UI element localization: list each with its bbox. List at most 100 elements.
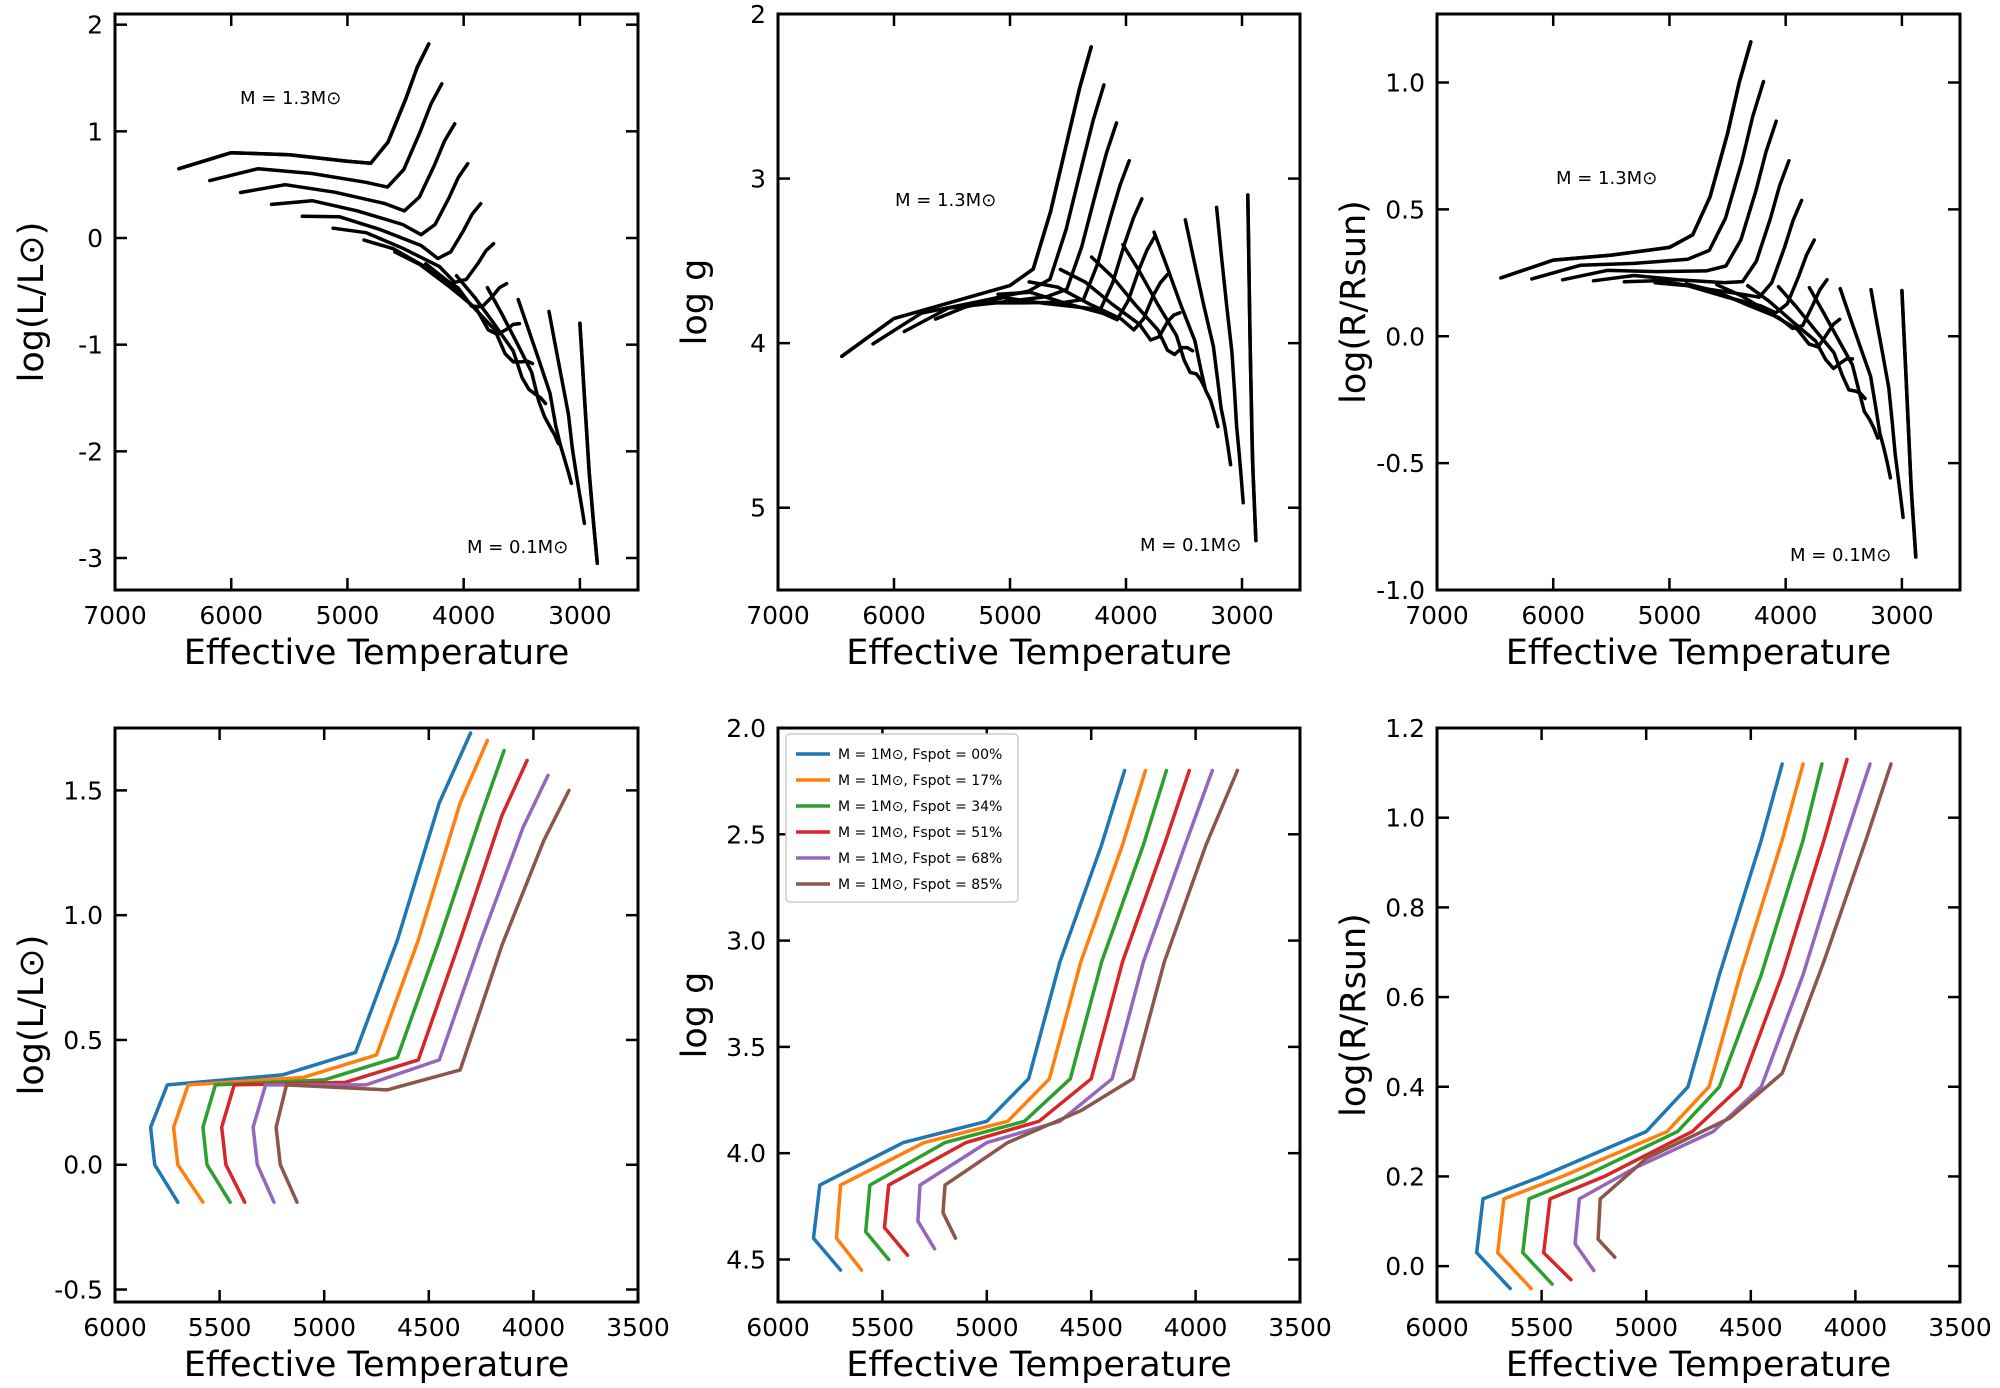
axes-frame xyxy=(113,726,640,1304)
x-tick-label: 3000 xyxy=(1870,601,1934,630)
y-tick-label: 1.5 xyxy=(63,776,103,805)
track-0.1msun xyxy=(1246,193,1258,543)
x-tick-label: 4000 xyxy=(1824,1313,1888,1342)
panel-bottom-right: 6000 5500 5000 4500 4000 3500 1.2 1.0 0.8 0.6 0.4 0… xyxy=(1334,714,1992,1385)
x-tick-label: 6000 xyxy=(862,601,926,630)
panel-top-left: 7000 6000 5000 4000 3000 2 1 0 -1 -2 -3 Effective T… xyxy=(12,11,640,673)
mass-track xyxy=(1058,267,1182,342)
annotation-low-mass: M = 0.1M⊙ xyxy=(467,537,568,558)
y-tick-label: 0.4 xyxy=(1385,1073,1425,1102)
track-fspot-1 xyxy=(1495,762,1805,1291)
panel-top-right: 7000 6000 5000 4000 3000 1.0 0.5 0.0 -0.5 -1.0 Eff… xyxy=(1334,12,1962,673)
x-tick-label: 3500 xyxy=(606,1313,670,1342)
track-fspot-2 xyxy=(1521,762,1824,1286)
y-axis-label: log g xyxy=(675,259,715,346)
track-fspot-5 xyxy=(274,788,571,1204)
x-tick-label: 7000 xyxy=(83,601,147,630)
y-axis-label: log(R/Rsun) xyxy=(1334,913,1374,1117)
track-fspot-5 xyxy=(1596,762,1893,1259)
track-0.1msun xyxy=(1900,288,1918,559)
x-tick-label: 6000 xyxy=(746,1313,810,1342)
x-tick-label: 7000 xyxy=(746,601,810,630)
plot-area xyxy=(1499,40,1918,559)
plot-area xyxy=(840,45,1258,543)
axes-frame xyxy=(113,12,640,592)
y-tick-label: 2.5 xyxy=(726,820,766,849)
mass-track xyxy=(1653,238,1817,315)
x-tick-label: 5000 xyxy=(1638,601,1702,630)
track-fspot-3 xyxy=(1541,757,1849,1282)
panel-bottom-middle: 6000 5500 5000 4500 4000 3500 2.0 2.5 3.0 3.5 4.0 4… xyxy=(675,714,1332,1385)
x-tick-label: 5000 xyxy=(316,601,380,630)
x-tick-label: 5000 xyxy=(292,1313,356,1342)
track-fspot-0 xyxy=(148,731,473,1204)
mass-track xyxy=(208,82,444,189)
mass-track xyxy=(1591,159,1791,285)
track-1.3msun xyxy=(177,42,431,171)
legend-entry: M = 1M⊙, Fspot = 00% xyxy=(838,747,1002,763)
mass-track xyxy=(485,285,561,446)
mass-track xyxy=(393,250,522,337)
track-fspot-1 xyxy=(834,768,1148,1272)
mass-track xyxy=(996,235,1157,322)
x-tick-label: 6000 xyxy=(199,601,263,630)
annotation-high-mass: M = 1.3M⊙ xyxy=(240,88,341,109)
mass-track xyxy=(1121,242,1207,391)
axes-frame xyxy=(776,726,1302,1304)
y-axis-label: log(L/L⊙) xyxy=(12,935,52,1096)
x-tick-label: 6000 xyxy=(1521,601,1585,630)
y-tick-label: 1.0 xyxy=(1385,69,1425,98)
legend-entry: M = 1M⊙, Fspot = 51% xyxy=(838,825,1002,841)
x-tick-label: 4000 xyxy=(1754,601,1818,630)
y-tick-label: -0.5 xyxy=(1376,449,1425,478)
y-tick-label: 4.0 xyxy=(726,1139,766,1168)
y-tick-label: 1.2 xyxy=(1385,714,1425,743)
y-axis-label: log g xyxy=(675,972,715,1059)
y-tick-label: 0.0 xyxy=(1385,322,1425,351)
annotation-low-mass: M = 0.1M⊙ xyxy=(1140,535,1241,556)
y-tick-label: 3 xyxy=(750,165,766,194)
mass-track xyxy=(1560,119,1778,282)
x-tick-label: 7000 xyxy=(1405,601,1469,630)
track-fspot-3 xyxy=(882,768,1192,1257)
y-tick-label: 0.8 xyxy=(1385,893,1425,922)
x-tick-label: 5000 xyxy=(978,601,1042,630)
track-fspot-5 xyxy=(941,768,1240,1240)
x-tick-label: 5500 xyxy=(1510,1313,1574,1342)
mass-track xyxy=(871,83,1106,346)
mass-track xyxy=(269,161,470,237)
y-tick-label: 3.0 xyxy=(726,927,766,956)
y-tick-label: 3.5 xyxy=(726,1033,766,1062)
y-tick-label: 4 xyxy=(750,329,766,358)
axes-frame xyxy=(1435,726,1962,1304)
mass-track xyxy=(1089,255,1195,357)
x-tick-label: 5500 xyxy=(851,1313,915,1342)
plot-area xyxy=(811,768,1240,1272)
track-fspot-2 xyxy=(201,748,506,1204)
y-tick-label: 0.5 xyxy=(63,1026,103,1055)
plot-area xyxy=(177,42,600,566)
y-tick-label: 0.6 xyxy=(1385,983,1425,1012)
track-1.3msun xyxy=(1499,40,1753,280)
axes-frame xyxy=(776,12,1302,592)
legend-entry: M = 1M⊙, Fspot = 68% xyxy=(838,851,1002,867)
y-tick-label: 0 xyxy=(87,224,103,253)
plot-area xyxy=(1474,757,1893,1291)
y-tick-label: -0.5 xyxy=(54,1276,103,1305)
x-tick-label: 6000 xyxy=(83,1313,147,1342)
track-fspot-2 xyxy=(863,768,1169,1262)
track-0.1msun xyxy=(578,321,600,566)
mass-track xyxy=(547,309,587,526)
mass-track xyxy=(1183,218,1233,467)
legend-box xyxy=(785,733,1019,903)
y-tick-label: -3 xyxy=(78,544,103,573)
y-tick-label: -1 xyxy=(78,331,103,360)
y-axis-label: log(L/L⊙) xyxy=(12,222,52,383)
annotation-low-mass: M = 0.1M⊙ xyxy=(1790,545,1891,566)
x-axis-label: Effective Temperature xyxy=(846,633,1232,673)
y-tick-label: 0.5 xyxy=(1385,195,1425,224)
mass-track xyxy=(1214,205,1245,505)
panel-bottom-left: 6000 5500 5000 4500 4000 3500 1.5 1.0 0.5 0.0 -0.5… xyxy=(12,726,670,1385)
mass-track xyxy=(1838,286,1893,480)
